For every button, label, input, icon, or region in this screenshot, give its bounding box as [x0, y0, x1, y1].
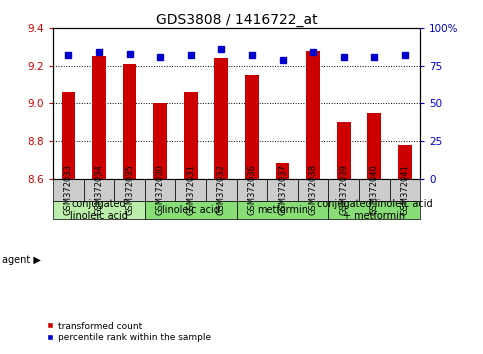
Bar: [328, 201, 420, 219]
Bar: [123, 64, 137, 178]
Text: GSM372030: GSM372030: [156, 164, 165, 215]
Text: GSM372036: GSM372036: [247, 164, 256, 215]
Text: conjugated linoleic acid
+ metformin: conjugated linoleic acid + metformin: [316, 199, 432, 221]
Bar: [206, 178, 237, 201]
Text: GSM372037: GSM372037: [278, 164, 287, 215]
Bar: [368, 113, 381, 178]
Bar: [53, 178, 84, 201]
Bar: [237, 201, 328, 219]
Bar: [53, 201, 145, 219]
Legend: transformed count, percentile rank within the sample: transformed count, percentile rank withi…: [43, 318, 214, 346]
Text: GSM372040: GSM372040: [370, 164, 379, 215]
Bar: [359, 178, 390, 201]
Bar: [267, 178, 298, 201]
Bar: [175, 178, 206, 201]
Text: GSM372031: GSM372031: [186, 164, 195, 215]
Bar: [306, 51, 320, 178]
Bar: [237, 178, 267, 201]
Text: GSM372034: GSM372034: [95, 164, 103, 215]
Bar: [114, 178, 145, 201]
Title: GDS3808 / 1416722_at: GDS3808 / 1416722_at: [156, 13, 317, 27]
Bar: [245, 75, 259, 178]
Bar: [84, 178, 114, 201]
Bar: [214, 58, 228, 178]
Bar: [276, 164, 289, 178]
Text: metformin: metformin: [257, 205, 308, 215]
Text: conjugated
linoleic acid: conjugated linoleic acid: [70, 199, 128, 221]
Bar: [145, 178, 175, 201]
Text: GSM372039: GSM372039: [339, 164, 348, 215]
Bar: [337, 122, 351, 178]
Bar: [390, 178, 420, 201]
Bar: [92, 57, 106, 178]
Text: GSM372038: GSM372038: [309, 164, 318, 215]
Text: GSM372033: GSM372033: [64, 164, 73, 215]
Bar: [298, 178, 328, 201]
Bar: [145, 201, 237, 219]
Text: GSM372041: GSM372041: [400, 164, 410, 215]
Text: GSM372032: GSM372032: [217, 164, 226, 215]
Bar: [153, 103, 167, 178]
Bar: [328, 178, 359, 201]
Text: agent ▶: agent ▶: [2, 255, 41, 265]
Bar: [184, 92, 198, 178]
Bar: [61, 92, 75, 178]
Bar: [398, 145, 412, 178]
Text: GSM372035: GSM372035: [125, 164, 134, 215]
Text: linoleic acid: linoleic acid: [162, 205, 220, 215]
